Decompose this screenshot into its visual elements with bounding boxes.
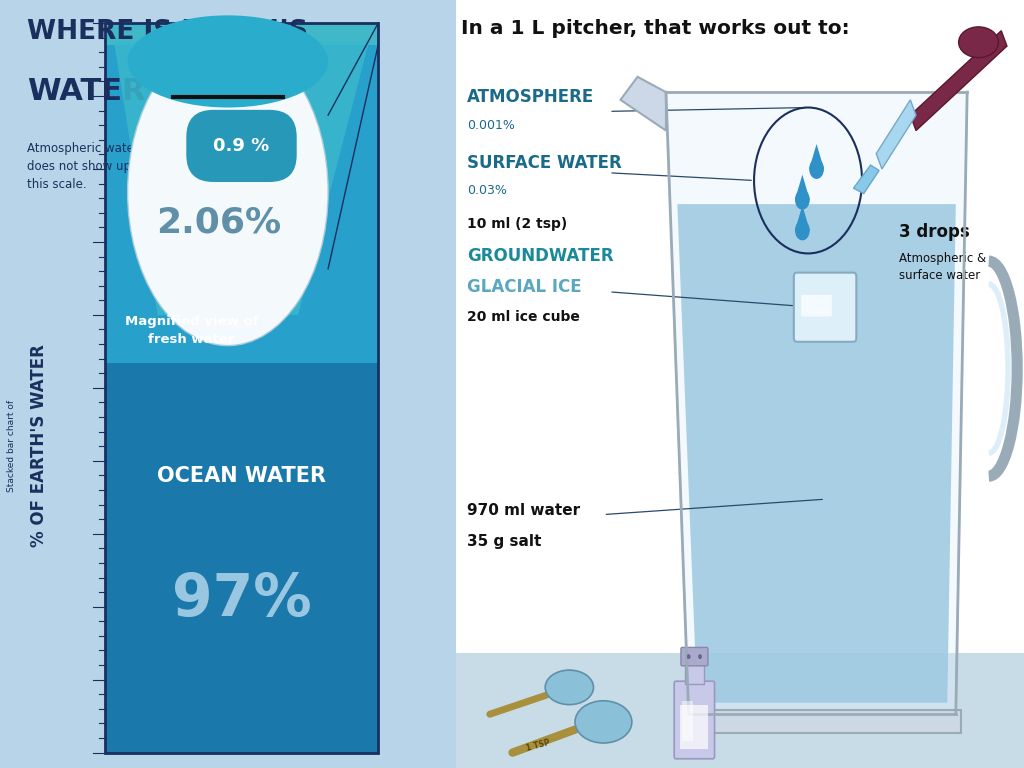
Polygon shape [666, 92, 967, 714]
Text: 10 ml (2 tsp): 10 ml (2 tsp) [467, 217, 567, 230]
Circle shape [809, 159, 824, 179]
Text: 2.06%: 2.06% [157, 206, 282, 240]
Bar [683, 710, 962, 733]
Circle shape [698, 654, 701, 659]
Text: 1 TSP: 1 TSP [525, 737, 551, 753]
Polygon shape [809, 144, 824, 169]
Bar [104, 23, 378, 753]
Text: Magnified view of
fresh water: Magnified view of fresh water [125, 315, 258, 346]
Bar [104, 363, 378, 753]
Bar [685, 664, 703, 684]
FancyBboxPatch shape [794, 273, 856, 342]
Polygon shape [877, 100, 916, 169]
Circle shape [698, 654, 701, 659]
Ellipse shape [128, 38, 328, 346]
Text: 3 drops: 3 drops [899, 223, 970, 240]
Text: GLACIAL ICE: GLACIAL ICE [467, 278, 582, 296]
Circle shape [687, 654, 690, 659]
Polygon shape [114, 41, 369, 315]
Polygon shape [795, 175, 810, 200]
Bar [681, 705, 709, 749]
Circle shape [795, 220, 810, 240]
Ellipse shape [958, 27, 998, 58]
Bar [682, 701, 692, 741]
Ellipse shape [128, 15, 328, 108]
Circle shape [795, 190, 810, 210]
Text: WHERE IS EARTH’S: WHERE IS EARTH’S [28, 19, 308, 45]
Polygon shape [853, 165, 879, 194]
Bar [104, 45, 378, 363]
Text: 0.03%: 0.03% [467, 184, 507, 197]
Text: 20 ml ice cube: 20 ml ice cube [467, 310, 580, 324]
Polygon shape [677, 204, 955, 703]
Text: 35 g salt: 35 g salt [467, 534, 542, 549]
Text: ATMOSPHERE: ATMOSPHERE [467, 88, 594, 106]
Bar [104, 23, 378, 45]
Circle shape [687, 654, 690, 659]
Bar [456, 653, 1024, 768]
Ellipse shape [575, 700, 632, 743]
Text: SURFACE WATER: SURFACE WATER [467, 154, 622, 171]
Ellipse shape [545, 670, 594, 705]
Text: 97%: 97% [172, 571, 311, 627]
Text: GROUNDWATER: GROUNDWATER [467, 247, 613, 265]
FancyBboxPatch shape [674, 681, 715, 759]
Text: WATER?: WATER? [28, 77, 164, 106]
Polygon shape [621, 77, 666, 131]
FancyBboxPatch shape [801, 295, 831, 316]
Text: Stacked bar chart of: Stacked bar chart of [7, 399, 16, 492]
Text: Atmospheric &
surface water: Atmospheric & surface water [899, 252, 986, 282]
Text: In a 1 L pitcher, that works out to:: In a 1 L pitcher, that works out to: [462, 19, 850, 38]
Polygon shape [795, 206, 810, 230]
FancyBboxPatch shape [681, 647, 708, 666]
Text: % OF EARTH'S WATER: % OF EARTH'S WATER [30, 344, 48, 547]
Text: OCEAN WATER: OCEAN WATER [157, 466, 326, 486]
Text: 970 ml water: 970 ml water [467, 503, 581, 518]
Polygon shape [910, 31, 1007, 131]
Text: Atmospheric water
does not show up on
this scale.: Atmospheric water does not show up on th… [28, 142, 150, 191]
Text: 0.001%: 0.001% [467, 119, 515, 132]
Text: 0.9 %: 0.9 % [213, 137, 269, 155]
